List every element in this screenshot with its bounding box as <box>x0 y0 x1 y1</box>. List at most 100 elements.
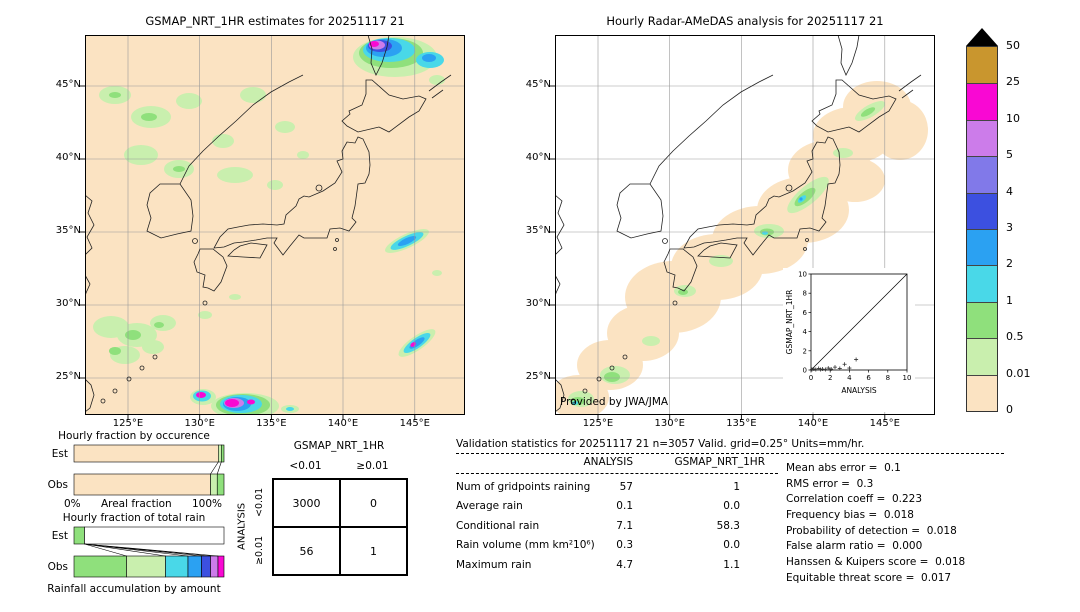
gsmap-map <box>80 35 465 420</box>
contingency-cell: 1 <box>340 527 407 575</box>
scatter-point <box>854 357 859 362</box>
contingency-table: 3000 0 56 1 <box>272 478 408 576</box>
lat-tick-label: 30°N <box>525 298 551 309</box>
inset-x-tick-label: 2 <box>828 374 832 382</box>
lon-tick-label: 140°E <box>327 418 359 429</box>
lat-tick-label: 35°N <box>55 225 81 236</box>
bar-segment <box>217 555 225 578</box>
metric-value: 0.000 <box>892 540 923 553</box>
bar-segment <box>210 473 218 496</box>
axis-title: Areal fraction <box>100 498 172 510</box>
stats-row: Rain volume (mm km²10⁶) 0.3 0.0 <box>456 536 1080 556</box>
occurrence-bars: Est Obs <box>48 444 225 496</box>
total-rain-chart-title: Hourly fraction of total rain <box>62 512 206 524</box>
lat-tick-label: 40°N <box>525 152 551 163</box>
scatter-point <box>818 367 823 372</box>
lon-tick-label: 145°E <box>869 418 900 429</box>
inset-y-tick-label: 4 <box>803 328 808 336</box>
scatter-point <box>837 366 842 371</box>
contingency-cell: 56 <box>273 527 340 575</box>
equals-sign: = <box>865 509 884 522</box>
contingency-cell: 3000 <box>273 479 340 527</box>
lat-tick-label: 25°N <box>525 371 551 382</box>
stats-gsmap-value: 0.0 <box>723 539 740 552</box>
connector-line <box>84 543 219 557</box>
stats-row-label: Maximum rain <box>456 558 532 571</box>
inset-x-axis-label: ANALYSIS <box>841 386 877 395</box>
metric-value: 0.018 <box>883 509 914 522</box>
scatter-point <box>811 367 816 372</box>
total-rain-fraction-chart: Hourly fraction of total rain Est Obs Rai… <box>36 512 232 595</box>
metric-line: Mean abs error = 0.1 <box>786 462 965 478</box>
metric-line: False alarm ratio = 0.000 <box>786 540 965 556</box>
bar-segment <box>73 473 211 496</box>
stats-analysis-value: 7.1 <box>616 519 633 532</box>
colorbar-segment <box>967 156 997 193</box>
colorbar-label: 0 <box>1006 403 1013 416</box>
scatter-point <box>842 362 847 367</box>
lat-tick-label: 40°N <box>55 152 81 163</box>
row-label: Est <box>52 530 68 542</box>
lon-tick-label: 140°E <box>797 418 829 429</box>
scatter-point <box>833 365 837 370</box>
bar-segment <box>73 555 127 578</box>
gsmap-map-title: GSMAP_NRT_1HR estimates for 20251117 21 <box>145 14 405 28</box>
inset-y-axis-label: GSMAP_NRT_1HR <box>785 290 794 355</box>
radar-precip-shading <box>555 81 928 415</box>
stats-rows: Num of gridpoints raining 57 1 Average rain… <box>456 477 1080 575</box>
scatter-point <box>823 367 828 372</box>
stats-metrics: Mean abs error = 0.1 RMS error = 0.3 Corre… <box>786 462 965 588</box>
metric-label: RMS error <box>786 477 838 490</box>
colorbar-segment <box>967 338 997 375</box>
data-credit: Provided by JWA/JMA <box>560 396 669 408</box>
bar-segment <box>73 526 85 545</box>
equals-sign: = <box>873 540 893 553</box>
inset-y-tick-label: 8 <box>803 290 807 298</box>
colorbar-segment <box>967 119 997 157</box>
metric-line: Correlation coeff = 0.223 <box>786 493 965 509</box>
inset-scatter-panel: GSMAP_NRT_1HR ANALYSIS 0 0 2 2 4 4 6 6 8 8 10 10 <box>783 268 915 412</box>
stats-gsmap-value: 1 <box>733 480 740 493</box>
row-label: Est <box>52 448 68 460</box>
scatter-point <box>809 367 814 372</box>
colorbar-label: 10 <box>1006 111 1020 125</box>
one-to-one-line <box>810 273 908 371</box>
inset-x-tick-label: 4 <box>847 374 852 382</box>
stats-analysis-value: 57 <box>619 480 633 493</box>
bar-row <box>73 473 225 496</box>
contingency-col-label: ≥0.01 <box>356 460 389 472</box>
row-label: Obs <box>48 561 68 573</box>
colorbar-segment <box>967 192 997 229</box>
contingency-row-label: <0.01 <box>254 487 265 517</box>
bar-row <box>73 444 225 463</box>
metric-line: RMS error = 0.3 <box>786 478 965 494</box>
stats-analysis-value: 0.1 <box>616 500 633 513</box>
precip-colorbar: 50 25 10 5 4 3 2 1 0.5 0.01 0 <box>966 28 1046 416</box>
stats-gsmap-value: 58.3 <box>716 519 740 532</box>
inset-x-tick-label: 10 <box>903 374 912 382</box>
contingency-cell: 0 <box>340 479 407 527</box>
scatter-point <box>847 366 852 371</box>
colorbar-label: 25 <box>1006 75 1020 89</box>
colorbar-label: 50 <box>1006 39 1020 52</box>
colorbar-label: 1 <box>1006 293 1013 307</box>
colorbar-label: 5 <box>1006 148 1013 162</box>
gsmap-map-panel: GSMAP_NRT_1HR estimates for 20251117 21 <box>56 14 465 429</box>
inset-x-tick-label: 0 <box>809 374 813 382</box>
bar-segment <box>126 555 166 578</box>
metric-label: Frequency bias <box>786 509 866 522</box>
stats-gsmap-value: 0.0 <box>723 500 740 513</box>
radar-map-title: Hourly Radar-AMeDAS analysis for 2025111… <box>606 14 884 28</box>
metric-value: 0.017 <box>921 571 952 584</box>
gsmap-precip-shading <box>93 37 445 415</box>
colorbar-segment <box>967 228 997 266</box>
scatter-point <box>813 367 818 372</box>
bar-segment <box>210 555 219 578</box>
lat-tick-label: 45°N <box>525 79 551 90</box>
lon-tick-label: 135°E <box>256 418 287 429</box>
equals-sign: = <box>873 493 892 506</box>
inset-x-tick-label: 6 <box>866 374 871 382</box>
metric-value: 0.223 <box>891 493 923 506</box>
bar-segment <box>221 444 225 463</box>
equals-sign: = <box>837 477 857 490</box>
